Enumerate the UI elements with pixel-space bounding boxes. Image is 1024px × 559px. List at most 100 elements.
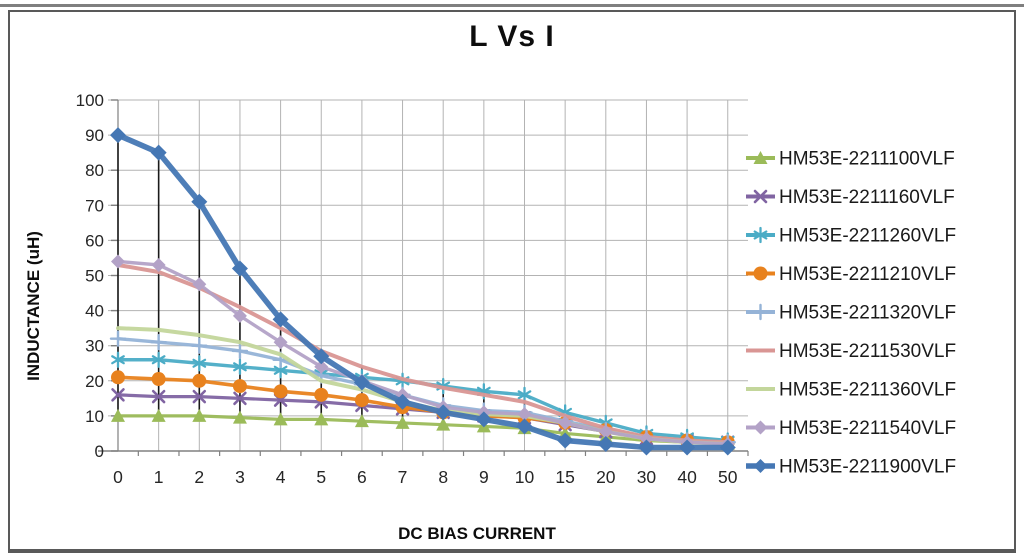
diamond-marker xyxy=(191,193,208,210)
x-marker xyxy=(151,389,166,404)
top-divider-line xyxy=(0,4,1024,7)
x-tick-label: 3 xyxy=(235,467,245,487)
diamond-marker xyxy=(638,439,655,456)
triangle-marker xyxy=(273,412,288,426)
x-tick-label: 50 xyxy=(718,467,738,487)
diamond-marker xyxy=(753,459,768,473)
circle-marker xyxy=(232,379,247,394)
legend-item: HM53E-2211360VLF xyxy=(746,380,956,401)
diamond-marker xyxy=(517,407,532,422)
legend-label: HM53E-2211540VLF xyxy=(779,418,956,439)
x-tick-label: 15 xyxy=(555,467,574,487)
diamond-marker xyxy=(111,254,125,269)
legend-item: HM53E-2211100VLF xyxy=(746,149,955,170)
x-tick-label: 0 xyxy=(113,467,123,487)
asterisk-marker xyxy=(151,351,166,368)
diamond-marker xyxy=(516,418,533,435)
y-tick-label: 40 xyxy=(85,302,104,321)
triangle-marker xyxy=(232,410,247,424)
legend-item: HM53E-2211900VLF xyxy=(746,457,956,478)
legend-label: HM53E-2211320VLF xyxy=(779,303,956,324)
triangle-marker xyxy=(192,408,207,422)
x-tick-label: 5 xyxy=(316,467,326,487)
legend-label: HM53E-2211530VLF xyxy=(779,341,956,362)
y-tick-label: 80 xyxy=(85,161,104,180)
y-tick-label: 30 xyxy=(85,337,104,356)
legend-label: HM53E-2211900VLF xyxy=(779,457,956,478)
y-tick-label: 60 xyxy=(85,231,104,250)
diamond-marker xyxy=(231,260,248,277)
x-tick-label: 4 xyxy=(276,467,286,487)
series-line-5 xyxy=(116,262,730,445)
y-tick-label: 10 xyxy=(85,407,104,426)
triangle-marker xyxy=(354,414,369,428)
asterisk-marker xyxy=(753,226,768,244)
legend-item: HM53E-2211260VLF xyxy=(746,226,956,247)
chart-frame-border xyxy=(8,10,1016,553)
triangle-marker xyxy=(314,412,329,426)
diamond-marker xyxy=(150,144,167,161)
diamond-marker xyxy=(753,420,768,435)
diamond-marker xyxy=(557,432,574,449)
asterisk-marker xyxy=(233,358,247,375)
diamond-marker xyxy=(679,439,696,456)
series-line-8 xyxy=(115,132,731,451)
plus-marker xyxy=(150,333,167,351)
plus-marker xyxy=(752,303,769,321)
series-line-0 xyxy=(116,414,730,446)
series-line-4 xyxy=(116,336,730,444)
triangle-marker xyxy=(436,417,451,431)
diamond-marker xyxy=(110,127,126,144)
triangle-marker xyxy=(111,408,125,422)
asterisk-marker xyxy=(517,386,532,403)
y-tick-label: 70 xyxy=(85,196,104,215)
legend-label: HM53E-2211160VLF xyxy=(779,187,955,208)
x-tick-label: 10 xyxy=(515,467,535,487)
x-tick-label: 40 xyxy=(677,467,697,487)
x-marker xyxy=(753,189,768,204)
y-tick-label: 0 xyxy=(95,442,104,461)
triangle-marker xyxy=(151,408,166,422)
diamond-marker xyxy=(719,439,736,456)
asterisk-marker xyxy=(192,355,207,372)
plus-marker xyxy=(231,342,249,360)
x-marker xyxy=(192,389,207,404)
diamond-marker xyxy=(314,359,329,374)
x-marker xyxy=(233,391,247,406)
chart-title: L Vs I xyxy=(469,20,555,53)
diamond-marker xyxy=(639,431,654,446)
legend-item: HM53E-2211210VLF xyxy=(746,264,956,285)
x-marker xyxy=(111,388,125,402)
circle-marker xyxy=(192,373,207,388)
x-tick-label: 7 xyxy=(398,467,408,487)
legend-item: HM53E-2211530VLF xyxy=(746,341,956,362)
legend-label: HM53E-2211260VLF xyxy=(779,226,956,247)
triangle-marker xyxy=(753,151,768,164)
circle-marker xyxy=(151,372,166,387)
diamond-marker xyxy=(313,348,330,365)
x-axis-title: DC BIAS CURRENT xyxy=(398,524,556,543)
legend-item: HM53E-2211160VLF xyxy=(746,187,955,208)
diamond-marker xyxy=(273,335,288,350)
x-tick-label: 2 xyxy=(194,467,204,487)
x-tick-label: 20 xyxy=(596,467,616,487)
asterisk-marker xyxy=(111,351,125,368)
circle-marker xyxy=(273,384,288,399)
diamond-marker xyxy=(598,424,613,439)
diamond-marker xyxy=(353,374,370,391)
diamond-marker xyxy=(597,435,614,452)
y-tick-label: 20 xyxy=(85,372,104,391)
plus-marker xyxy=(191,337,208,354)
diamond-marker xyxy=(394,393,411,410)
diamond-marker xyxy=(558,415,573,430)
plus-marker xyxy=(109,330,127,347)
diamond-marker xyxy=(192,277,207,292)
legend-label: HM53E-2211100VLF xyxy=(779,149,955,170)
circle-marker xyxy=(753,266,768,281)
x-tick-label: 30 xyxy=(637,467,657,487)
diamond-marker xyxy=(475,411,492,428)
legend-label: HM53E-2211360VLF xyxy=(779,380,956,401)
y-tick-label: 90 xyxy=(85,126,104,145)
